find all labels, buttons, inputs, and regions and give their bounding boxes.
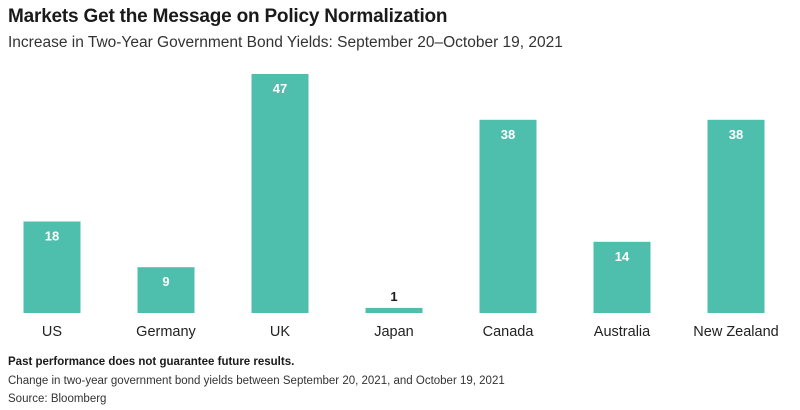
bar-uk [251,74,309,313]
category-label: Germany [136,324,196,340]
bar-japan [365,307,423,313]
chart-title: Markets Get the Message on Policy Normal… [8,6,448,27]
data-label: 18 [45,229,59,244]
category-label: New Zealand [693,324,778,340]
category-label: UK [270,324,290,340]
data-label: 1 [390,289,397,304]
bar-canada [479,119,537,313]
bar-new-zealand [707,119,765,313]
category-label: Australia [594,324,651,340]
category-label: Japan [374,324,414,340]
bar-chart: 18 US 9 Germany 47 UK 1 Japan 38 Canada 14 Australi… [23,74,779,340]
category-label: Canada [483,324,535,340]
chart-subtitle: Increase in Two-Year Government Bond Yie… [8,34,563,51]
bar-us [23,221,81,313]
data-label: 9 [162,274,169,289]
bar-australia [593,241,651,313]
data-label: 14 [615,249,630,264]
data-label: 47 [273,81,287,96]
disclaimer-text: Past performance does not guarantee futu… [8,356,295,368]
category-label: US [42,324,62,340]
source-text: Source: Bloomberg [8,393,107,405]
footnote-text: Change in two-year government bond yield… [8,375,505,387]
bar-germany [137,267,195,313]
data-label: 38 [729,127,743,142]
data-label: 38 [501,127,515,142]
